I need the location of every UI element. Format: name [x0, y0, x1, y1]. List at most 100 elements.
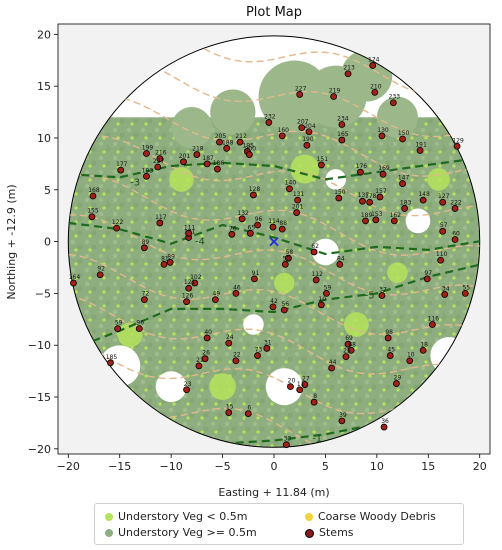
stem-point — [156, 155, 164, 163]
stem-point — [369, 62, 377, 69]
stem-point — [305, 128, 313, 136]
veg-gap — [325, 169, 347, 190]
stem-point — [245, 151, 253, 158]
stem-id-label: 190 — [302, 136, 314, 143]
stem-id-label: 111 — [184, 224, 196, 231]
stem-point — [140, 296, 148, 304]
stem-marker: 18 — [419, 341, 428, 354]
stem-point — [193, 151, 201, 158]
stem-marker: 177 — [116, 161, 128, 174]
stem-marker: 10 — [406, 352, 415, 365]
stem-marker: 219 — [329, 88, 341, 100]
stem-point — [303, 141, 311, 149]
stem-id-label: 155 — [87, 208, 99, 215]
stem-marker: 212 — [235, 133, 247, 146]
stem-id-label: 81 — [161, 255, 169, 262]
stem-marker: 150 — [398, 130, 409, 143]
stem-marker: 111 — [184, 224, 196, 237]
stem-point — [107, 359, 114, 367]
stem-marker: 187 — [202, 155, 214, 168]
stem-id-label: 65 — [248, 224, 256, 231]
stem-id-label: 91 — [252, 270, 260, 277]
stem-point — [278, 132, 286, 140]
stem-point — [135, 325, 143, 333]
stem-marker: 6 — [244, 405, 252, 417]
stem-marker: 200 — [245, 146, 256, 158]
minor-contour-line — [68, 293, 480, 380]
stem-id-label: 128 — [249, 186, 261, 193]
stem-marker: 155 — [87, 208, 99, 221]
stem-id-label: 59 — [324, 284, 332, 291]
stem-marker: 232 — [264, 113, 276, 126]
stem-id-label: 207 — [297, 119, 309, 126]
stem-marker: 56 — [280, 301, 289, 314]
stem-point — [399, 135, 406, 143]
stem-marker: 46 — [232, 284, 241, 297]
stem-marker: 89 — [140, 239, 149, 252]
stem-id-label: 132 — [237, 210, 249, 217]
stem-id-label: 37 — [379, 286, 387, 293]
stem-point — [191, 279, 199, 287]
stem-id-label: 42 — [270, 298, 278, 305]
stem-point — [254, 352, 261, 359]
stem-marker: 227 — [153, 158, 165, 171]
stem-point — [70, 279, 77, 287]
stem-point — [214, 165, 221, 173]
stem-id-label: 88 — [279, 220, 287, 227]
stem-point — [356, 168, 364, 176]
stem-point — [225, 409, 233, 416]
stem-point — [88, 213, 96, 221]
stem-id-label: 33 — [284, 436, 292, 443]
stem-marker: 188 — [222, 139, 234, 152]
stem-id-label: 112 — [311, 271, 323, 278]
stem-marker: 59 — [114, 320, 123, 333]
y-tick-label: −20 — [28, 443, 51, 456]
stem-marker: 183 — [400, 199, 412, 212]
stem-point — [439, 198, 447, 206]
x-tick-label: 10 — [370, 460, 384, 473]
stem-id-label: 137 — [358, 192, 370, 199]
stem-id-label: 44 — [329, 359, 337, 366]
stem-id-label: 169 — [378, 165, 390, 172]
stem-point — [344, 70, 352, 78]
minor-contour-line — [68, 95, 480, 177]
stem-point — [386, 352, 394, 359]
stem-marker: 191 — [415, 141, 427, 154]
stem-id-label: 31 — [264, 339, 272, 346]
stem-marker: 60 — [451, 231, 460, 243]
legend-item-coarse-woody-debris: Coarse Woody Debris — [305, 510, 436, 523]
stem-point — [201, 355, 209, 363]
stem-id-label: 10 — [407, 352, 415, 359]
y-axis-label: Northing + -12.9 (m) — [5, 184, 18, 299]
stem-marker: 132 — [237, 210, 249, 223]
stem-id-label: 96 — [136, 320, 144, 327]
stem-marker: 174 — [368, 56, 380, 69]
stem-id-label: 23 — [184, 381, 192, 388]
stem-marker: 50 — [281, 255, 290, 268]
stem-id-label: 46 — [233, 284, 241, 291]
stem-marker: 34 — [441, 285, 450, 298]
x-tick-label: −5 — [214, 460, 230, 473]
understory-veg-low-patch — [387, 262, 408, 283]
stem-point — [330, 93, 338, 100]
stem-marker: 129 — [452, 137, 464, 150]
y-tick-label: 15 — [37, 80, 51, 93]
x-tick-label: −15 — [108, 460, 131, 473]
stem-marker: 148 — [418, 191, 430, 204]
stem-marker: 49 — [211, 291, 220, 304]
stem-point — [461, 289, 469, 297]
stem-marker: 44 — [328, 359, 337, 372]
stem-point — [286, 185, 293, 193]
stem-point — [254, 221, 261, 229]
stem-marker: 24 — [225, 334, 234, 347]
stem-point — [294, 196, 302, 204]
stem-marker: 72 — [140, 291, 149, 304]
stem-id-label: 34 — [442, 285, 450, 292]
stem-point — [437, 256, 445, 264]
stem-point — [238, 215, 246, 223]
major-contour-line — [68, 155, 480, 181]
y-tick-label: 0 — [44, 236, 51, 249]
stem-marker: 29 — [392, 375, 401, 387]
stem-id-label: 201 — [179, 153, 191, 160]
stem-id-label: 148 — [418, 191, 430, 198]
